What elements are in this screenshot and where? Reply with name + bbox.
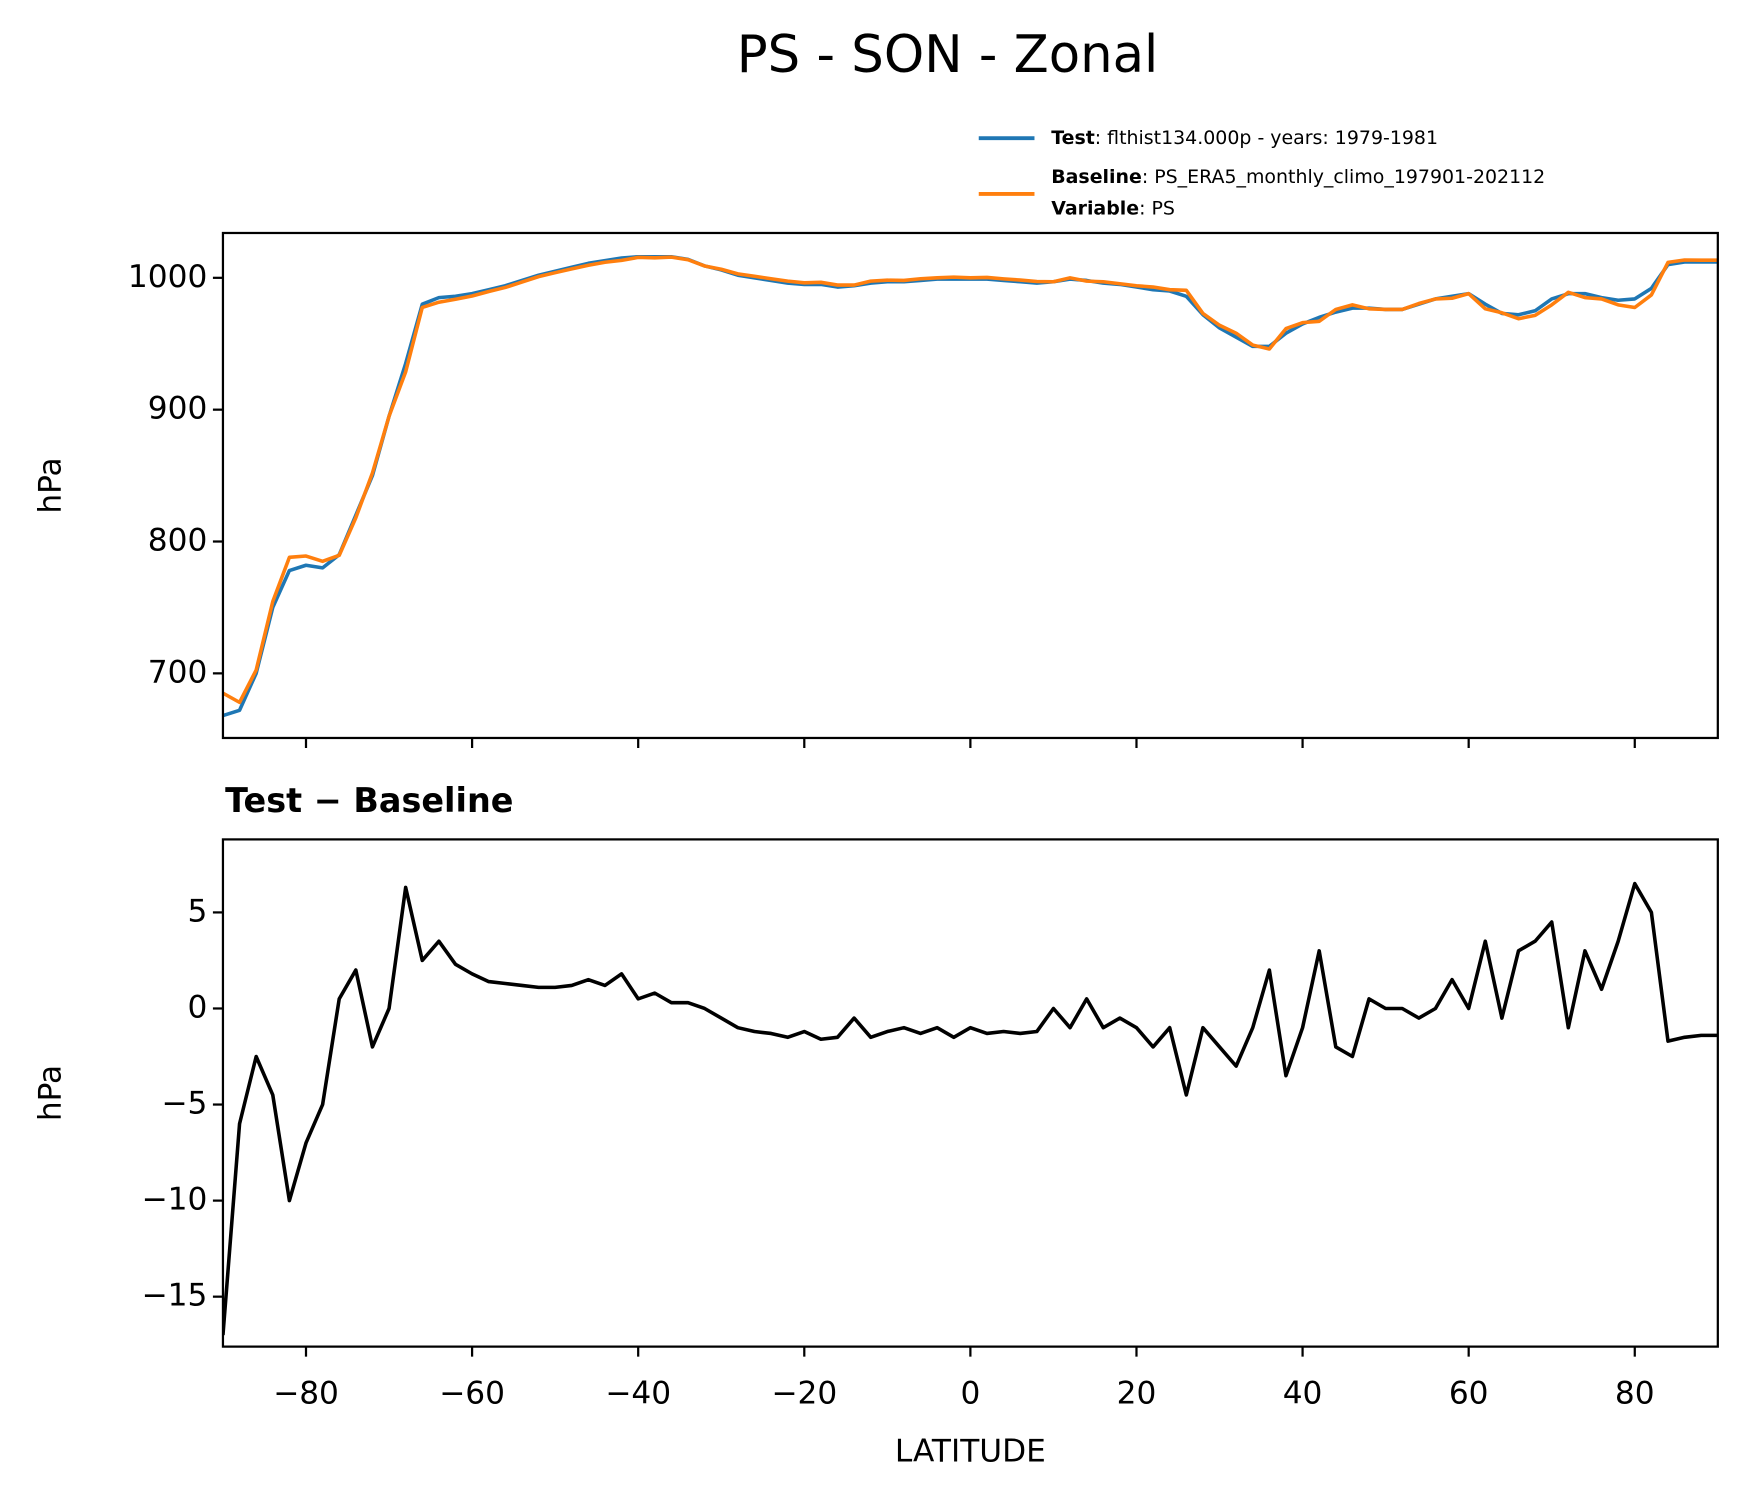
y-tick-label: 5	[187, 893, 207, 929]
y-tick-label: −15	[141, 1278, 207, 1314]
x-tick-label: −40	[605, 1376, 671, 1412]
x-tick-label: −60	[439, 1376, 505, 1412]
legend-entry: Variable: PS	[1051, 197, 1175, 219]
legend-label: : flthist134.000p - years: 1979-1981	[1095, 127, 1438, 149]
legend-entry: Baseline: PS_ERA5_monthly_climo_197901-2…	[1051, 166, 1545, 188]
series-line	[222, 254, 1718, 718]
y-tick-label: 0	[187, 989, 207, 1025]
figure-title: PS - SON - Zonal	[737, 25, 1159, 85]
x-tick-label: 60	[1449, 1376, 1489, 1412]
y-tick-label: 900	[148, 391, 208, 427]
plot-frame	[221, 838, 1719, 1348]
x-tick-label: 40	[1283, 1376, 1323, 1412]
y-tick-label: 800	[148, 523, 208, 559]
y-tick-label: −5	[161, 1086, 207, 1122]
y-axis-label: hPa	[32, 1065, 68, 1121]
legend-label: : PS_ERA5_monthly_climo_197901-202112	[1142, 166, 1545, 188]
x-tick-label: −80	[273, 1376, 339, 1412]
x-tick-label: −20	[771, 1376, 837, 1412]
x-tick-label: 80	[1615, 1376, 1655, 1412]
series-line	[222, 881, 1718, 1336]
y-tick-label: −10	[141, 1182, 207, 1218]
legend-entry: Test: flthist134.000p - years: 1979-1981	[1051, 127, 1438, 149]
legend-label: : PS	[1139, 197, 1175, 219]
y-tick-label: 700	[148, 654, 208, 690]
x-tick-label: 0	[960, 1376, 980, 1412]
x-axis-label: LATITUDE	[895, 1434, 1046, 1470]
y-tick-label: 1000	[128, 259, 207, 295]
legend-name: Baseline	[1051, 166, 1142, 188]
legend-name: Variable	[1051, 197, 1139, 219]
y-axis-label: hPa	[32, 457, 68, 513]
plot-frame	[221, 231, 1719, 740]
legend-name: Test	[1051, 127, 1095, 149]
panel-title: Test − Baseline	[225, 781, 513, 820]
series-line	[222, 255, 1718, 705]
x-tick-label: 20	[1117, 1376, 1157, 1412]
